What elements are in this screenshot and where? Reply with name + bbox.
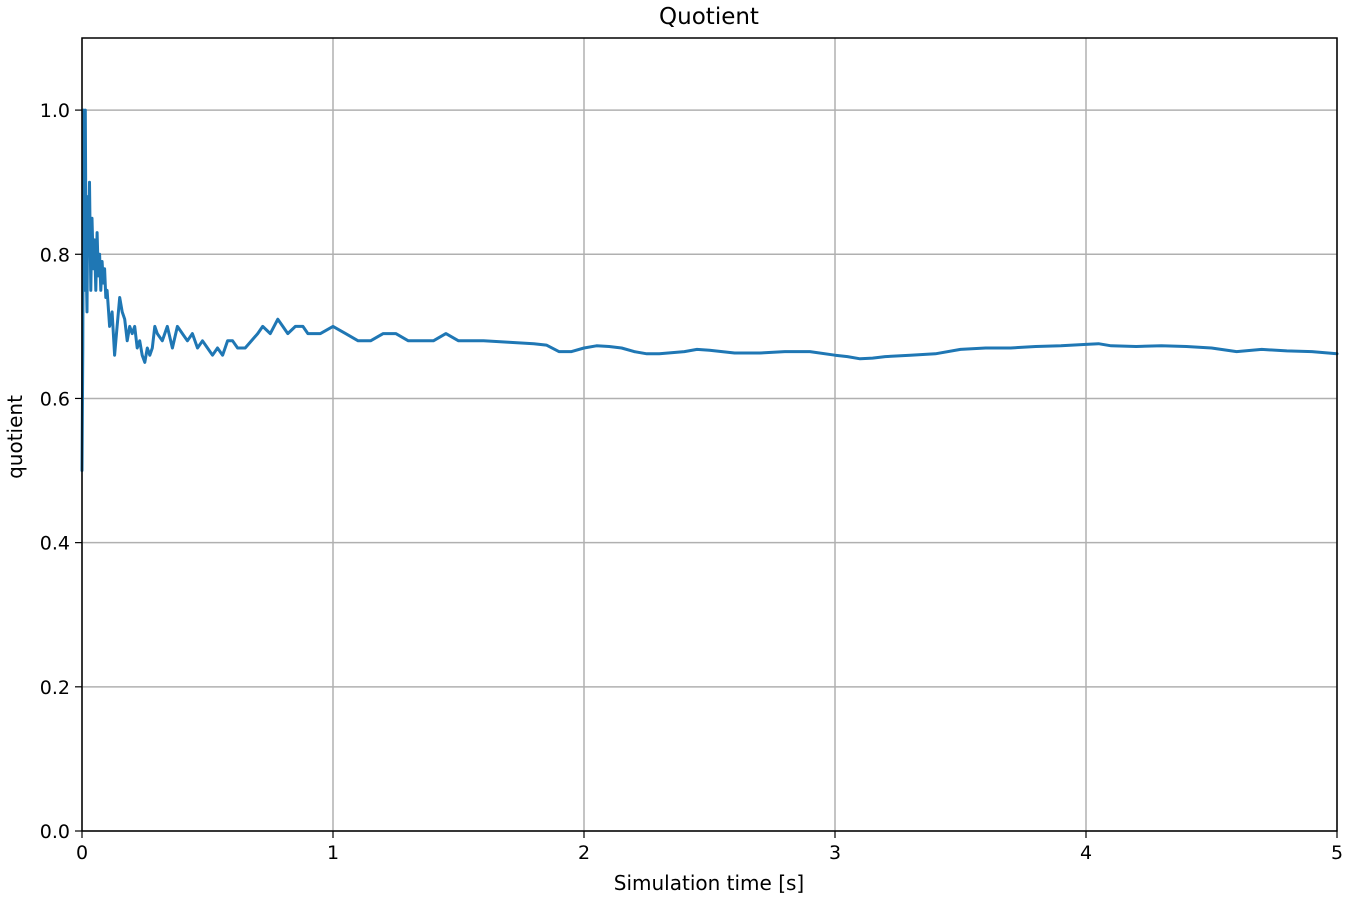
y-tick-label: 0.4	[40, 533, 70, 555]
y-tick-label: 0.6	[40, 388, 70, 410]
x-tick-label: 1	[327, 842, 339, 864]
x-tick-label: 2	[578, 842, 590, 864]
series-line	[80, 108, 1339, 472]
x-tick-label: 0	[76, 842, 88, 864]
x-tick-label: 5	[1331, 842, 1343, 864]
x-tick-label: 4	[1080, 842, 1092, 864]
series-group	[80, 108, 1339, 472]
plot-frame	[81, 37, 1338, 832]
y-tick-label: 0.0	[40, 821, 70, 843]
y-tick-label: 0.2	[40, 677, 70, 699]
y-tick-label: 0.8	[40, 244, 70, 266]
x-axis-ticks: 0 1 2 3 4 5	[76, 831, 1343, 864]
y-axis-label: quotient	[3, 395, 27, 479]
grid-lines	[81, 38, 1338, 832]
x-axis-label: Simulation time [s]	[614, 871, 804, 895]
x-tick-label: 3	[829, 842, 841, 864]
chart-title: Quotient	[659, 4, 759, 30]
y-tick-label: 1.0	[40, 100, 70, 122]
y-axis-ticks: 0.0 0.2 0.4 0.6 0.8 1.0	[40, 100, 82, 843]
